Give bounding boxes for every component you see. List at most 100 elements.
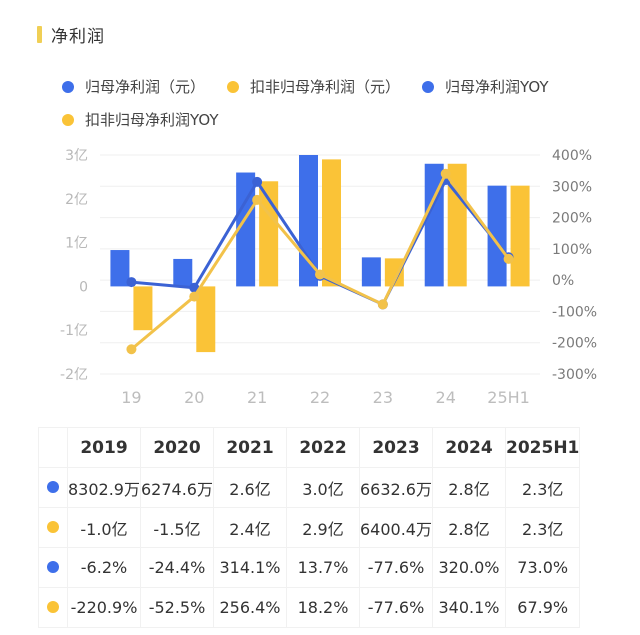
row-marker-cell xyxy=(38,547,68,588)
table-cell: 2.8亿 xyxy=(432,467,506,508)
table-cell: -52.5% xyxy=(140,587,214,628)
table-cell: 2.3亿 xyxy=(504,507,581,548)
table-cell: 6274.6万 xyxy=(140,467,214,508)
point-net-profit-yoy xyxy=(126,277,137,288)
title-accent-bar xyxy=(37,26,42,43)
table-cell: -220.9% xyxy=(67,587,141,628)
column-header: 2021 xyxy=(213,427,287,468)
table-cell: 6632.6万 xyxy=(359,467,433,508)
right-axis-tick-label: 400% xyxy=(552,148,592,164)
table-row: -6.2% -24.4% 314.1% 13.7% -77.6% 320.0% 73.0% xyxy=(38,547,581,588)
left-axis-tick-label: 0 xyxy=(79,279,88,295)
table-cell: 73.0% xyxy=(504,547,581,588)
point-net-profit-yoy xyxy=(252,176,263,187)
table-cell: 340.1% xyxy=(432,587,506,628)
table-cell: -1.5亿 xyxy=(140,507,214,548)
circle-marker-icon xyxy=(227,80,240,93)
table-row: -220.9% -52.5% 256.4% 18.2% -77.6% 340.1% 67.9… xyxy=(38,587,581,628)
circle-marker-icon xyxy=(62,113,74,126)
right-axis-tick-label: -100% xyxy=(552,304,597,320)
table-row: 8302.9万 6274.6万 2.6亿 3.0亿 6632.6万 2.8亿 2.3亿 xyxy=(38,467,581,508)
legend-label: 扣非归母净利润（元） xyxy=(250,78,401,96)
right-axis-tick-label: -300% xyxy=(552,367,597,383)
left-axis-tick-label: 2亿 xyxy=(65,192,88,208)
table-cell: 2.3亿 xyxy=(504,467,581,508)
right-axis-tick-label: 200% xyxy=(552,211,592,227)
bar-net-profit xyxy=(110,250,130,287)
table-cell: -77.6% xyxy=(359,587,433,628)
table-cell: -24.4% xyxy=(140,547,214,588)
point-deducted-net-profit-yoy xyxy=(252,194,263,205)
row-marker-cell xyxy=(38,507,68,548)
page-title: 净利润 xyxy=(51,27,105,47)
lines xyxy=(126,168,514,355)
left-axis-tick-label: -2亿 xyxy=(60,367,88,383)
bar-net-profit xyxy=(173,258,193,287)
left-axis-tick-label: -1亿 xyxy=(60,323,88,339)
circle-marker-icon xyxy=(62,80,74,93)
circle-marker-icon xyxy=(47,561,59,573)
point-deducted-net-profit-yoy xyxy=(377,299,388,310)
right-axis-tick-label: -200% xyxy=(552,336,597,352)
left-axis: 3亿 2亿 1亿 0 -1亿 -2亿 xyxy=(60,148,88,383)
legend-item-net-profit-yoy[interactable]: 归母净利润YOY xyxy=(422,76,549,97)
chart-legend: 归母净利润（元） 扣非归母净利润（元） 归母净利润YOY 扣非归母净利润YOY xyxy=(62,70,602,136)
table-cell: 2.6亿 xyxy=(213,467,287,508)
bar-deducted-net-profit xyxy=(510,185,530,287)
category-tick-label: 22 xyxy=(310,388,330,407)
section-header: 净利润 xyxy=(37,22,105,47)
table-cell: 2.4亿 xyxy=(213,507,287,548)
circle-marker-icon xyxy=(47,601,59,613)
table-cell: 320.0% xyxy=(432,547,506,588)
gridlines xyxy=(100,154,540,375)
table-cell: 2.9亿 xyxy=(286,507,360,548)
bar-deducted-net-profit xyxy=(133,286,153,331)
right-axis-tick-label: 0% xyxy=(552,273,574,289)
column-header: 2022 xyxy=(286,427,360,468)
table-row: -1.0亿 -1.5亿 2.4亿 2.9亿 6400.4万 2.8亿 2.3亿 xyxy=(38,507,581,548)
point-deducted-net-profit-yoy xyxy=(315,269,325,280)
circle-marker-icon xyxy=(422,80,435,93)
category-tick-label: 21 xyxy=(247,388,267,407)
legend-item-net-profit[interactable]: 归母净利润（元） xyxy=(62,76,205,97)
table-corner-cell xyxy=(38,427,68,468)
table-cell: 8302.9万 xyxy=(67,467,141,508)
category-tick-label: 20 xyxy=(184,388,204,407)
table-cell: -6.2% xyxy=(67,547,141,588)
bar-deducted-net-profit xyxy=(322,159,341,287)
row-marker-cell xyxy=(38,467,68,508)
point-deducted-net-profit-yoy xyxy=(503,253,514,264)
circle-marker-icon xyxy=(47,481,59,493)
left-axis-tick-label: 3亿 xyxy=(65,148,88,164)
combo-chart: 3亿 2亿 1亿 0 -1亿 -2亿 400% 300% 200% 100% 0% -100% -20… xyxy=(60,148,597,407)
table-cell: 2.8亿 xyxy=(432,507,506,548)
category-tick-label: 19 xyxy=(121,388,141,407)
circle-marker-icon xyxy=(47,521,59,533)
column-header: 2024 xyxy=(432,427,506,468)
table-cell: -1.0亿 xyxy=(67,507,141,548)
table-cell: 6400.4万 xyxy=(359,507,433,548)
column-header: 2025H1 xyxy=(504,427,581,468)
legend-item-deducted-net-profit-yoy[interactable]: 扣非归母净利润YOY xyxy=(62,109,219,130)
table-cell: 18.2% xyxy=(286,587,360,628)
legend-item-deducted-net-profit[interactable]: 扣非归母净利润（元） xyxy=(227,76,400,97)
table-header-row: 2019 2020 2021 2022 2023 2024 2025H1 xyxy=(38,427,581,468)
category-tick-label: 25H1 xyxy=(487,388,530,407)
left-axis-tick-label: 1亿 xyxy=(65,236,88,252)
point-deducted-net-profit-yoy xyxy=(189,291,200,302)
bars xyxy=(110,155,530,353)
column-header: 2020 xyxy=(140,427,214,468)
legend-label: 归母净利润（元） xyxy=(85,78,206,96)
right-axis: 400% 300% 200% 100% 0% -100% -200% -300% xyxy=(552,148,597,383)
table-cell: 13.7% xyxy=(286,547,360,588)
bar-net-profit xyxy=(487,185,507,287)
point-deducted-net-profit-yoy xyxy=(126,344,137,355)
table-cell: 67.9% xyxy=(504,587,581,628)
category-axis: 19 20 21 22 23 24 25H1 xyxy=(121,388,530,407)
table-cell: 3.0亿 xyxy=(286,467,360,508)
category-tick-label: 24 xyxy=(436,388,456,407)
table-cell: -77.6% xyxy=(359,547,433,588)
bar-net-profit xyxy=(361,257,381,287)
right-axis-tick-label: 100% xyxy=(552,242,592,258)
table-cell: 314.1% xyxy=(213,547,287,588)
